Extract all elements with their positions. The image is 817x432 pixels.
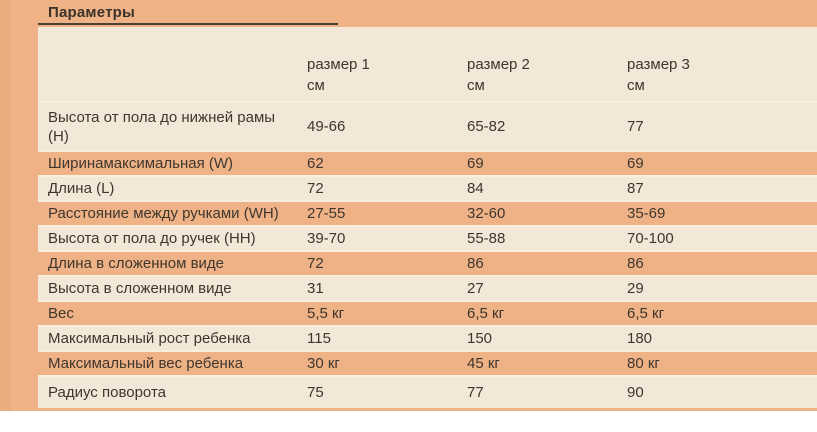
value-size3: 90 — [627, 384, 644, 401]
table-row: Высота в сложенном виде 31 27 29 — [38, 277, 817, 302]
value-size2: 86 — [467, 255, 484, 272]
column-label: размер 2 — [467, 56, 530, 73]
value-size1: 39-70 — [307, 230, 346, 247]
param-label: Высота от пола до нижней рамы (H) — [48, 108, 276, 145]
param-label: Высота от пола до ручек (HH) — [48, 230, 256, 247]
value-size3: 180 — [627, 330, 653, 347]
column-header-size2: размер 2 см — [467, 54, 627, 96]
column-label: размер 3 — [627, 56, 690, 73]
value-size1: 72 — [307, 255, 324, 272]
value-size2: 65-82 — [467, 118, 506, 135]
value-size2: 45 кг — [467, 355, 500, 372]
param-label: Максимальный рост ребенка — [48, 330, 251, 347]
value-size2: 27 — [467, 280, 484, 297]
left-margin-stripe — [0, 0, 11, 411]
column-header-size1: размер 1 см — [307, 54, 467, 96]
value-size2: 150 — [467, 330, 493, 347]
value-size2: 32-60 — [467, 205, 506, 222]
value-size3: 29 — [627, 280, 644, 297]
param-label: Длина в сложенном виде — [48, 255, 225, 272]
param-label: Максимальный вес ребенка — [48, 355, 244, 372]
param-label: Высота в сложенном виде — [48, 280, 232, 297]
value-size3: 69 — [627, 155, 644, 172]
unit-label: см — [627, 77, 645, 94]
unit-label: см — [307, 77, 325, 94]
table-row: Высота от пола до нижней рамы (H) 49-66 … — [38, 103, 817, 152]
value-size2: 69 — [467, 155, 484, 172]
table-row: Высота от пола до ручек (HH) 39-70 55-88… — [38, 227, 817, 252]
table-row: Длина в сложенном виде 72 86 86 — [38, 252, 817, 277]
table-header-row: размер 1 см размер 2 см размер 3 см — [38, 27, 817, 103]
value-size3: 80 кг — [627, 355, 660, 372]
value-size1: 30 кг — [307, 355, 340, 372]
title-underline — [38, 23, 338, 25]
value-size1: 31 — [307, 280, 324, 297]
table-row: Максимальный рост ребенка 115 150 180 — [38, 327, 817, 352]
value-size1: 75 — [307, 384, 324, 401]
value-size1: 72 — [307, 180, 324, 197]
value-size1: 27-55 — [307, 205, 346, 222]
table-row: Вес 5,5 кг 6,5 кг 6,5 кг — [38, 302, 817, 327]
value-size1: 49-66 — [307, 118, 346, 135]
table-row: Радиус поворота 75 77 90 — [38, 377, 817, 408]
param-label: Радиус поворота — [48, 384, 166, 401]
table-background: Параметры размер 1 см размер 2 см размер… — [0, 0, 817, 411]
value-size3: 6,5 кг — [627, 305, 665, 322]
value-size1: 5,5 кг — [307, 305, 345, 322]
value-size2: 6,5 кг — [467, 305, 505, 322]
page-title: Параметры — [48, 4, 135, 21]
value-size1: 62 — [307, 155, 324, 172]
table-row: Длина (L) 72 84 87 — [38, 177, 817, 202]
value-size2: 77 — [467, 384, 484, 401]
unit-label: см — [467, 77, 485, 94]
value-size3: 35-69 — [627, 205, 666, 222]
table-row: Ширинамаксимальная (W) 62 69 69 — [38, 152, 817, 177]
param-label: Ширинамаксимальная (W) — [48, 155, 234, 172]
value-size1: 115 — [307, 330, 331, 347]
value-size3: 87 — [627, 180, 644, 197]
column-label: размер 1 — [307, 56, 370, 73]
column-header-size3: размер 3 см — [627, 54, 817, 96]
value-size3: 77 — [627, 118, 644, 135]
table-row: Расстояние между ручками (WH) 27-55 32-6… — [38, 202, 817, 227]
param-label: Вес — [48, 305, 74, 322]
table-row: Максимальный вес ребенка 30 кг 45 кг 80 … — [38, 352, 817, 377]
param-label: Длина (L) — [48, 180, 115, 197]
parameters-table: размер 1 см размер 2 см размер 3 см Высо… — [38, 27, 817, 408]
value-size3: 86 — [627, 255, 644, 272]
param-label: Расстояние между ручками (WH) — [48, 205, 279, 222]
value-size3: 70-100 — [627, 230, 674, 247]
value-size2: 84 — [467, 180, 484, 197]
value-size2: 55-88 — [467, 230, 506, 247]
